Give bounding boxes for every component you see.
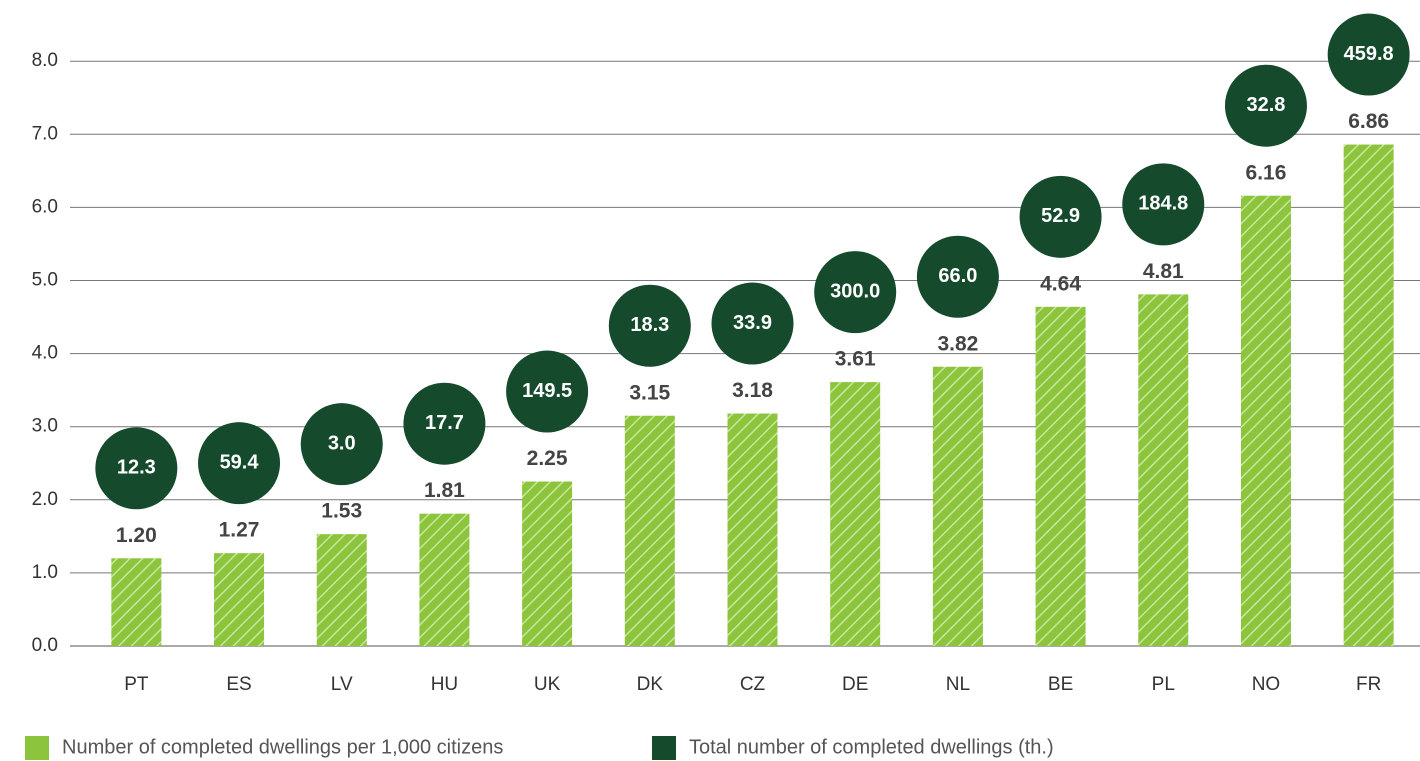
bar [419, 513, 470, 646]
value-label: 6.86 [1348, 110, 1389, 133]
value-label: 1.27 [219, 519, 260, 542]
value-label: 3.18 [732, 379, 773, 402]
bar [830, 382, 881, 646]
bubble-label: 12.3 [117, 457, 156, 479]
value-label: 2.25 [527, 447, 568, 470]
y-tick-label: 8.0 [32, 50, 58, 71]
value-label: 1.53 [321, 500, 362, 523]
total-bubble [95, 427, 178, 510]
bubble-label: 33.9 [733, 312, 772, 334]
total-bubble [300, 403, 383, 486]
x-tick-label: LV [331, 674, 353, 695]
bubble-label: 3.0 [328, 432, 356, 454]
value-label: 4.64 [1040, 272, 1081, 295]
value-label: 1.81 [424, 479, 465, 502]
y-tick-label: 3.0 [32, 416, 58, 437]
x-tick-label: PT [124, 674, 149, 695]
y-tick-label: 1.0 [32, 562, 58, 583]
value-label: 4.81 [1143, 260, 1184, 283]
total-bubble [1224, 64, 1307, 147]
bar [624, 415, 675, 646]
value-label: 6.16 [1246, 161, 1287, 184]
bar [1240, 195, 1291, 647]
total-bubble [814, 251, 897, 334]
total-bubble [506, 350, 589, 433]
legend-swatch [25, 736, 49, 760]
bubble-label: 66.0 [938, 265, 977, 287]
x-tick-label: DK [637, 674, 664, 695]
y-tick-label: 7.0 [32, 123, 58, 144]
value-label: 3.15 [629, 381, 670, 404]
total-bubble [916, 235, 999, 318]
value-label: 3.82 [937, 332, 978, 355]
bar [316, 534, 367, 646]
x-tick-label: NO [1252, 674, 1281, 695]
x-tick-label: NL [946, 674, 970, 695]
bar [1035, 306, 1086, 646]
y-tick-label: 2.0 [32, 489, 58, 510]
x-tick-label: PL [1152, 674, 1175, 695]
bar [727, 413, 778, 646]
total-bubble [1327, 13, 1410, 96]
y-tick-label: 5.0 [32, 270, 58, 291]
bar [111, 558, 162, 646]
bar [1138, 294, 1189, 646]
y-tick-label: 6.0 [32, 196, 58, 217]
x-tick-label: FR [1356, 674, 1381, 695]
x-tick-label: ES [226, 674, 251, 695]
y-tick-label: 4.0 [32, 343, 58, 364]
x-tick-label: UK [534, 674, 561, 695]
bubble-label: 459.8 [1344, 43, 1394, 65]
value-label: 1.20 [116, 524, 157, 547]
total-bubble [403, 382, 486, 465]
total-bubble [198, 422, 281, 505]
total-bubble [1019, 175, 1102, 258]
total-bubble [608, 284, 691, 367]
legend-label: Number of completed dwellings per 1,000 … [62, 736, 503, 758]
x-tick-label: DE [842, 674, 868, 695]
bubble-label: 184.8 [1138, 193, 1188, 215]
total-bubble [1122, 163, 1205, 246]
bar [522, 481, 573, 646]
bubble-label: 149.5 [522, 380, 572, 402]
bubble-label: 59.4 [220, 451, 260, 473]
bar [932, 366, 983, 646]
y-tick-label: 0.0 [32, 635, 58, 656]
bubble-label: 52.9 [1041, 205, 1080, 227]
bubble-label: 300.0 [830, 280, 880, 302]
x-tick-label: HU [431, 674, 458, 695]
legend-swatch [652, 736, 676, 760]
x-tick-label: BE [1048, 674, 1073, 695]
bar [1343, 144, 1394, 646]
bubble-label: 32.8 [1246, 94, 1285, 116]
bubble-label: 17.7 [425, 412, 464, 434]
bubble-label: 18.3 [630, 314, 669, 336]
value-label: 3.61 [835, 348, 876, 371]
x-tick-label: CZ [740, 674, 766, 695]
bar [214, 553, 265, 646]
legend-label: Total number of completed dwellings (th.… [689, 736, 1054, 758]
total-bubble [711, 282, 794, 365]
